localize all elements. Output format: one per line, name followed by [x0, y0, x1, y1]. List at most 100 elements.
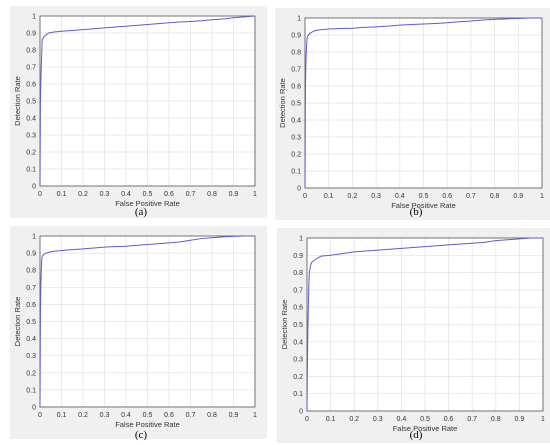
y-tick-label: 0.6	[293, 305, 303, 312]
x-tick-label: 0.8	[490, 193, 500, 200]
roc-curve-line	[39, 235, 255, 408]
x-tick-label: 0.8	[207, 412, 217, 419]
x-tick-label: 1	[253, 191, 257, 198]
y-tick-label: 0.8	[291, 50, 301, 57]
y-tick-label: 0.8	[26, 48, 36, 55]
y-tick-label: 0.8	[26, 268, 36, 275]
x-tick-label: 0.9	[229, 412, 239, 419]
y-tick-label: 0.7	[293, 287, 303, 294]
y-tick-label: 0.9	[26, 251, 36, 258]
roc-curve-line	[304, 17, 542, 189]
y-tick-label: 0.3	[291, 135, 301, 142]
x-tick-label: 0.5	[420, 416, 430, 423]
x-tick-label: 0.1	[324, 193, 334, 200]
x-tick-label: 1	[540, 193, 544, 200]
y-tick-label: 1	[299, 236, 303, 243]
y-tick-label: 0.2	[26, 370, 36, 377]
roc-curve-line	[39, 15, 256, 187]
y-tick-label: 0.2	[293, 374, 303, 381]
roc-chart-a: 0 0.1 0.2 0.3 0.4 0.5 0.6 0.7 0.8 0.9 1 0 0.1 0.2 0.3 0…	[0, 0, 275, 222]
y-tick-label: 0	[299, 409, 303, 416]
x-tick-label: 0.4	[395, 193, 405, 200]
x-tick-label: 0.6	[164, 412, 174, 419]
x-tick-label: 0.2	[348, 193, 358, 200]
y-tick-label: 0.9	[293, 253, 303, 260]
y-axis-label: Detection Rate	[13, 297, 22, 347]
y-tick-label: 0.4	[26, 116, 36, 123]
y-axis-label: Detection Rate	[13, 76, 22, 126]
x-axis-label: False Positive Rate	[391, 201, 456, 210]
roc-chart-d: 0 0.1 0.2 0.3 0.4 0.5 0.6 0.7 0.8 0.9 1 0 0.1 0.2 0.3 0…	[275, 222, 550, 445]
x-tick-label: 0	[38, 191, 42, 198]
x-tick-label: 0.1	[326, 416, 336, 423]
y-tick-label: 0.4	[293, 339, 303, 346]
y-tick-label: 0.9	[26, 31, 36, 38]
y-tick-label: 0	[297, 186, 301, 193]
y-tick-label: 0.5	[26, 99, 36, 106]
caption-c: (c)	[134, 429, 148, 441]
x-tick-label: 0.3	[100, 191, 110, 198]
x-tick-label: 0.3	[373, 416, 383, 423]
y-tick-label: 0.6	[291, 84, 301, 91]
x-tick-label: 0.4	[121, 191, 131, 198]
y-tick-label: 1	[32, 234, 36, 241]
x-tick-label: 0.4	[397, 416, 407, 423]
caption-a: (a)	[134, 206, 148, 218]
x-tick-label: 0.2	[78, 412, 88, 419]
x-tick-label: 0.1	[57, 412, 67, 419]
x-tick-label: 0.4	[121, 412, 131, 419]
x-tick-label: 1	[541, 416, 545, 423]
x-tick-label: 0.3	[100, 412, 110, 419]
x-tick-label: 0	[303, 193, 307, 200]
x-tick-label: 0.5	[419, 193, 429, 200]
roc-chart-c: 0 0.1 0.2 0.3 0.4 0.5 0.6 0.7 0.8 0.9 1 0 0.1 0.2 0.3 0…	[0, 222, 275, 445]
x-axis-label: False Positive Rate	[393, 424, 458, 433]
x-tick-label: 0.7	[186, 412, 196, 419]
y-tick-label: 0.3	[26, 133, 36, 140]
caption-b: (b)	[409, 206, 423, 218]
roc-chart-a-svg: 0 0.1 0.2 0.3 0.4 0.5 0.6 0.7 0.8 0.9 1 0 0.1 0.2 0.3 0…	[10, 6, 267, 218]
y-axis-label: Detection Rate	[280, 300, 289, 350]
x-tick-label: 0.7	[186, 191, 196, 198]
y-tick-label: 0.2	[26, 150, 36, 157]
y-tick-label: 0.1	[26, 387, 36, 394]
x-tick-label: 0.6	[442, 193, 452, 200]
roc-chart-d-svg: 0 0.1 0.2 0.3 0.4 0.5 0.6 0.7 0.8 0.9 1 0 0.1 0.2 0.3 0…	[277, 228, 550, 443]
y-tick-label: 0.5	[26, 319, 36, 326]
x-tick-label: 0.5	[143, 412, 153, 419]
y-tick-label: 0.7	[26, 285, 36, 292]
y-tick-label: 0.4	[291, 118, 301, 125]
x-tick-label: 0.6	[444, 416, 454, 423]
x-tick-label: 0.7	[467, 416, 477, 423]
x-tick-label: 0.7	[466, 193, 476, 200]
roc-curve-line	[306, 237, 543, 412]
roc-chart-c-svg: 0 0.1 0.2 0.3 0.4 0.5 0.6 0.7 0.8 0.9 1 0 0.1 0.2 0.3 0…	[10, 226, 267, 439]
x-tick-label: 0.9	[515, 416, 525, 423]
x-tick-label: 0.2	[78, 191, 88, 198]
x-tick-label: 0.2	[349, 416, 359, 423]
y-tick-label: 0	[32, 405, 36, 412]
x-tick-label: 0.5	[143, 191, 153, 198]
x-tick-label: 0.6	[164, 191, 174, 198]
x-tick-label: 0.3	[371, 193, 381, 200]
caption-d: (d)	[409, 429, 423, 441]
x-tick-label: 0.8	[491, 416, 501, 423]
axes-frame	[306, 237, 544, 412]
y-tick-label: 0.3	[293, 357, 303, 364]
y-tick-label: 0.2	[291, 152, 301, 159]
y-tick-label: 0.6	[26, 302, 36, 309]
y-tick-label: 0.7	[291, 67, 301, 74]
x-axis-label: False Positive Rate	[115, 199, 180, 208]
roc-chart-b-svg: 0 0.1 0.2 0.3 0.4 0.5 0.6 0.7 0.8 0.9 1 0 0.1 0.2 0.3 0…	[275, 8, 550, 220]
x-axis-label: False Positive Rate	[115, 420, 180, 429]
y-tick-label: 0.1	[26, 167, 36, 174]
y-tick-label: 0.1	[293, 391, 303, 398]
y-axis-label: Detection Rate	[278, 78, 287, 128]
y-tick-label: 0.5	[291, 101, 301, 108]
y-tick-label: 0.7	[26, 65, 36, 72]
y-tick-label: 0.3	[26, 353, 36, 360]
x-tick-label: 0	[305, 416, 309, 423]
y-tick-label: 0.4	[26, 336, 36, 343]
x-tick-label: 0.9	[229, 191, 239, 198]
